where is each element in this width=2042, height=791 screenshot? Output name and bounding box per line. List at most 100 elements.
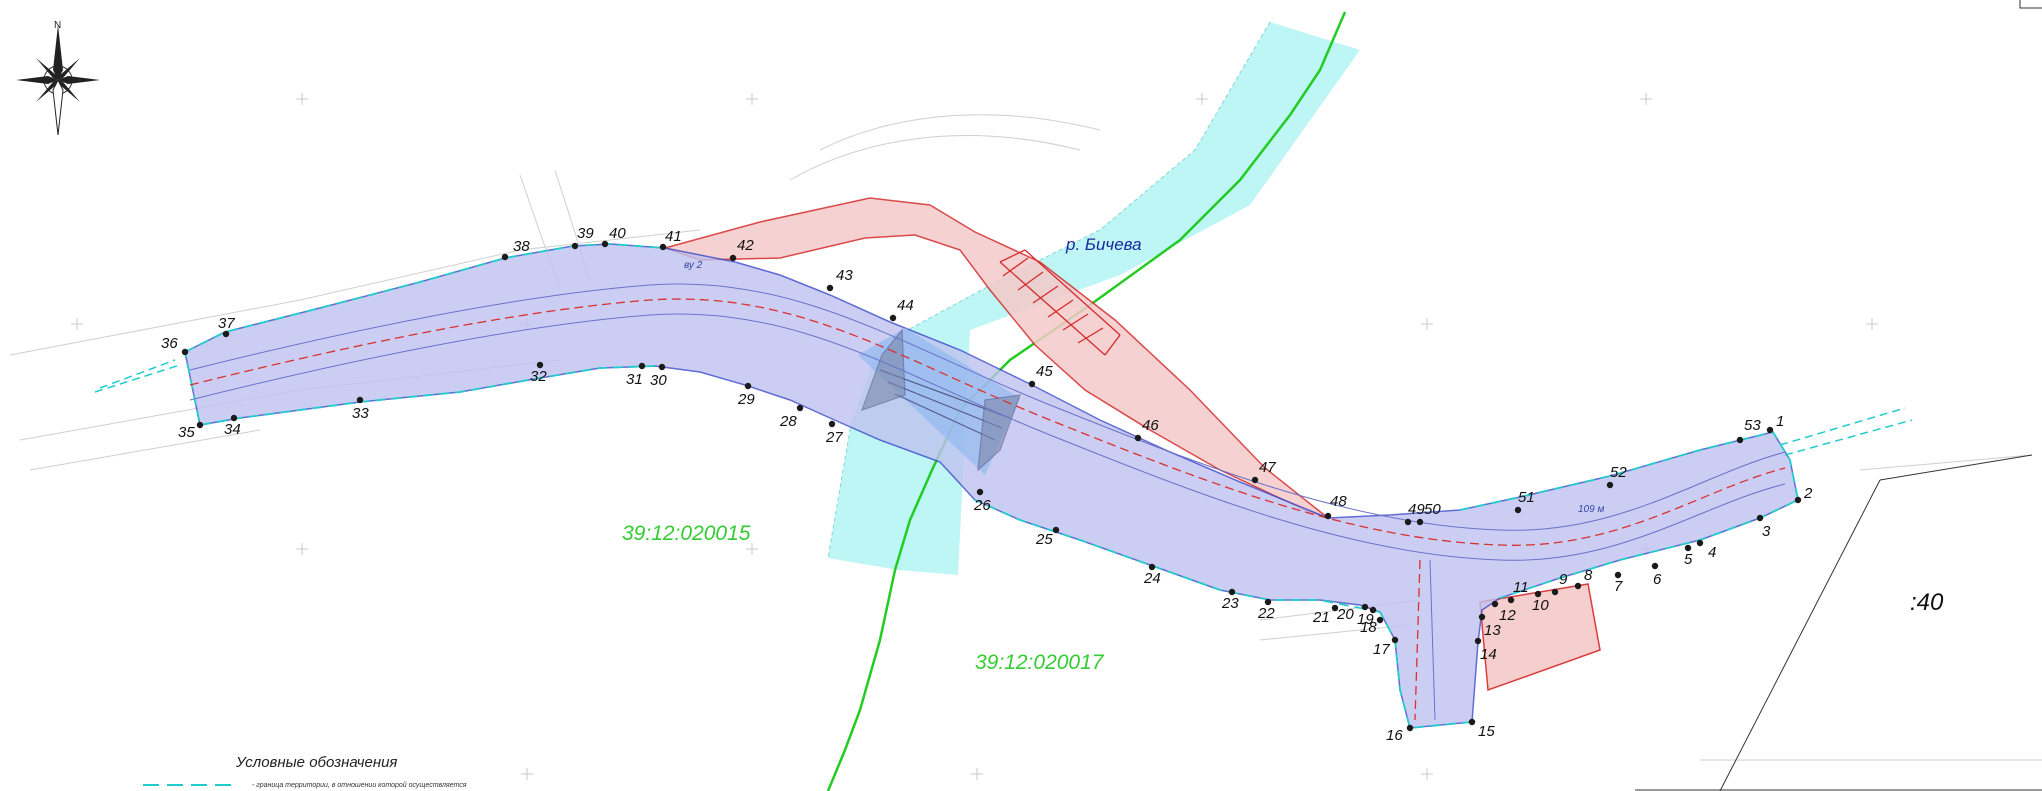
boundary-point-marker <box>1331 604 1339 612</box>
boundary-point-marker <box>729 254 737 262</box>
boundary-point-marker <box>501 253 509 261</box>
boundary-point-label: 42 <box>737 237 754 254</box>
boundary-point-marker <box>1361 603 1369 611</box>
boundary-point-label: 14 <box>1480 646 1497 663</box>
boundary-point-label: 25 <box>1035 531 1053 548</box>
boundary-point-marker <box>1052 526 1060 534</box>
boundary-point-label: 18 <box>1360 619 1377 636</box>
boundary-point-marker <box>571 242 579 250</box>
legend-item-text: - граница территории, в отношении которо… <box>252 781 467 789</box>
boundary-point-label: 26 <box>973 497 991 514</box>
boundary-point-label: 6 <box>1653 571 1662 588</box>
red-zone <box>662 197 1329 519</box>
boundary-point-marker <box>1324 512 1332 520</box>
boundary-point-marker <box>1551 588 1559 596</box>
boundary-point-label: 41 <box>665 228 682 245</box>
boundary-point-label: 47 <box>1259 459 1276 476</box>
boundary-point-label: 7 <box>1614 578 1623 595</box>
boundary-point-label: 38 <box>513 238 530 255</box>
boundary-point-marker <box>1766 426 1774 434</box>
boundary-point-label: 28 <box>779 413 797 430</box>
boundary-point-marker <box>1756 514 1764 522</box>
boundary-point-label: 32 <box>530 368 547 385</box>
scale-fragment-label: :40 <box>1910 589 1944 616</box>
boundary-point-marker <box>1478 613 1486 621</box>
boundary-point-label: 12 <box>1499 607 1516 624</box>
boundary-point-label: 37 <box>218 315 235 332</box>
boundary-point-label: 15 <box>1478 723 1495 740</box>
red-small-zone <box>1479 583 1601 692</box>
boundary-point-label: 4 <box>1708 544 1716 561</box>
length-note: 109 м <box>1578 504 1604 515</box>
boundary-point-label: 33 <box>352 405 369 422</box>
boundary-point-marker <box>1684 544 1692 552</box>
legend: Условные обозначения - граница территори… <box>143 754 467 789</box>
boundary-point-marker <box>826 284 834 292</box>
boundary-point-marker <box>1251 476 1259 484</box>
boundary-point-label: 50 <box>1424 501 1441 518</box>
boundary-point-marker <box>1228 588 1236 596</box>
boundary-point-label: 16 <box>1386 727 1403 744</box>
river-edge <box>827 21 1271 559</box>
boundary-point-marker <box>1416 518 1424 526</box>
boundary-point-marker <box>1614 571 1622 579</box>
boundary-point-label: 39 <box>577 225 594 242</box>
compass-north-label: N <box>54 20 61 31</box>
compass-icon: N <box>16 20 100 136</box>
boundary-point-marker <box>1468 718 1476 726</box>
cadastral-label-west: 39:12:020015 <box>622 522 751 545</box>
end-extension-right <box>1779 407 1913 456</box>
boundary-point-marker <box>356 396 364 404</box>
boundary-point-label: 22 <box>1257 605 1275 622</box>
boundary-point-label: 2 <box>1803 485 1813 502</box>
boundary-point-marker <box>638 362 646 370</box>
boundary-point-label: 30 <box>650 372 667 389</box>
boundary-point-marker <box>196 421 204 429</box>
boundary-point-marker <box>1148 563 1156 571</box>
boundary-point-marker <box>1134 434 1142 442</box>
side-note: ву 2 <box>684 260 703 271</box>
red-crossing-hatch <box>999 249 1121 356</box>
boundary-point-label: 27 <box>825 429 843 446</box>
boundary-point-marker <box>1406 724 1414 732</box>
boundary-points: 1234567891011121314151617181920212223242… <box>161 225 1813 744</box>
boundary-point-label: 53 <box>1744 417 1761 434</box>
boundary-point-label: 29 <box>737 391 755 408</box>
boundary-point-label: 1 <box>1776 413 1784 430</box>
boundary-point-label: 31 <box>626 371 643 388</box>
boundary-point-marker <box>1534 590 1542 598</box>
boundary-point-marker <box>1376 616 1384 624</box>
boundary-point-marker <box>1404 518 1412 526</box>
boundary-point-marker <box>1391 636 1399 644</box>
boundary-point-label: 52 <box>1610 464 1627 481</box>
boundary-point-marker <box>658 363 666 371</box>
boundary-point-label: 35 <box>178 424 195 441</box>
boundary-point-marker <box>1651 562 1659 570</box>
boundary-point-label: 43 <box>836 267 853 284</box>
boundary-point-marker <box>181 348 189 356</box>
boundary-point-label: 19 <box>1357 611 1374 628</box>
boundary-point-label: 40 <box>609 225 626 242</box>
boundary-point-label: 5 <box>1684 551 1693 568</box>
boundary-point-marker <box>536 361 544 369</box>
boundary-point-marker <box>744 382 752 390</box>
road-lines <box>189 283 1786 721</box>
boundary-point-marker <box>1574 582 1582 590</box>
boundary-point-marker <box>222 330 230 338</box>
boundary-point-label: 24 <box>1143 570 1161 587</box>
boundary-point-marker <box>1606 481 1614 489</box>
bridge-structure <box>861 328 1021 472</box>
boundary-point-label: 10 <box>1532 597 1549 614</box>
boundary-point-marker <box>1491 600 1499 608</box>
boundary-point-label: 13 <box>1484 622 1501 639</box>
boundary-point-marker <box>889 314 897 322</box>
boundary-point-marker <box>796 404 804 412</box>
boundary-point-label: 9 <box>1559 571 1568 588</box>
territory-boundary-dashed <box>184 243 1800 729</box>
boundary-point-marker <box>601 240 609 248</box>
boundary-point-marker <box>1794 496 1802 504</box>
boundary-point-label: 36 <box>161 335 178 352</box>
boundary-point-marker <box>1369 606 1377 614</box>
boundary-point-marker <box>976 488 984 496</box>
